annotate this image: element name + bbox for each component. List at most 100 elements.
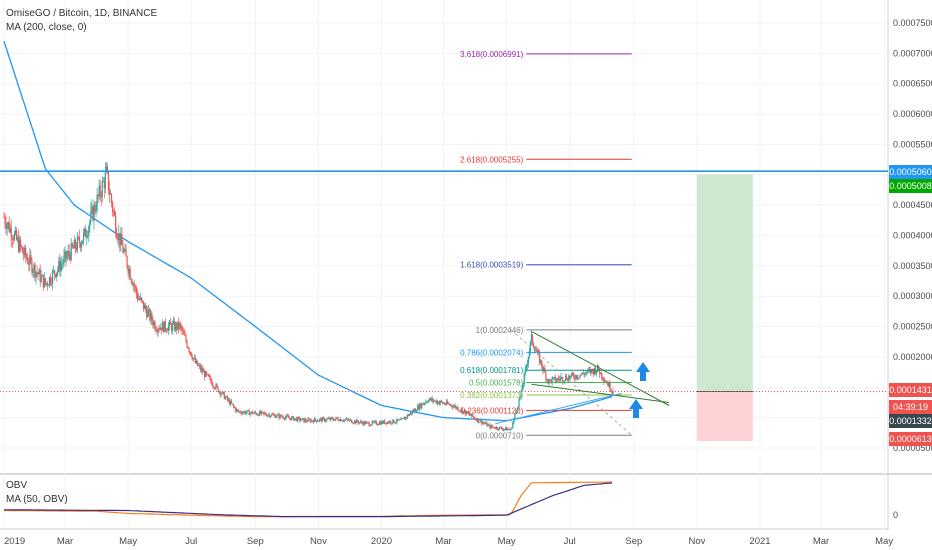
candle-body — [446, 401, 448, 405]
candle-body — [442, 403, 445, 404]
candle-body — [554, 376, 556, 382]
candle-body — [314, 418, 316, 421]
candle-body — [536, 350, 538, 352]
candle-body — [373, 421, 375, 423]
candle-body — [249, 412, 251, 415]
candle-body — [101, 181, 103, 198]
candle-body — [563, 380, 566, 382]
candle-body — [427, 401, 429, 403]
candle-body — [198, 365, 201, 367]
candle-body — [135, 287, 137, 294]
candle-body — [62, 262, 64, 264]
candle-body — [26, 256, 28, 259]
candle-body — [525, 366, 527, 369]
candle-body — [84, 228, 86, 233]
candle-body — [206, 371, 208, 375]
candle-body — [273, 414, 275, 416]
candle-body — [300, 420, 302, 421]
candle-body — [9, 227, 11, 232]
candle-body — [52, 271, 54, 284]
candle-body — [266, 414, 268, 417]
candle-body — [509, 429, 511, 431]
candle-body — [423, 403, 425, 405]
candle-body — [140, 297, 143, 301]
candle-body — [209, 376, 211, 378]
candle-body — [159, 327, 161, 330]
candle-body — [246, 410, 248, 413]
candle-body — [582, 372, 584, 374]
candle-body — [20, 246, 23, 248]
candle-body — [508, 429, 510, 430]
candle-body — [31, 260, 33, 273]
price-badge — [889, 179, 932, 193]
candle-body — [170, 324, 173, 331]
candle-body — [29, 255, 31, 265]
candle-body — [17, 237, 20, 252]
channel-upper — [531, 330, 670, 406]
candle-body — [332, 418, 334, 420]
candle-body — [321, 417, 324, 422]
fib-level-label: 0.618(0.0001781) — [460, 366, 524, 375]
candle-body — [595, 371, 598, 374]
candle-body — [482, 422, 484, 424]
candle-body — [207, 374, 209, 376]
fib-level-label: 1(0.0002446) — [476, 326, 524, 335]
candle-body — [378, 422, 381, 425]
candle-body — [602, 377, 604, 380]
candle-body — [12, 239, 14, 241]
candle-body — [462, 410, 464, 414]
candle-body — [368, 422, 370, 426]
candle-body — [471, 413, 474, 417]
candle-body — [510, 428, 512, 430]
candle-body — [182, 330, 184, 332]
price-badge-label: 0.0001431 — [889, 385, 932, 395]
up-arrow-icon — [629, 399, 643, 418]
candle-body — [192, 358, 194, 360]
candle-body — [90, 210, 92, 222]
candles — [3, 162, 614, 432]
candle-body — [15, 229, 18, 240]
candle-body — [223, 392, 225, 399]
candle-body — [68, 251, 70, 255]
obv-ma-label: MA (50, OBV) — [6, 494, 68, 505]
candle-body — [407, 414, 409, 416]
candle-body — [500, 427, 503, 429]
candle-body — [75, 248, 77, 250]
candle-body — [330, 417, 332, 420]
candle-body — [518, 399, 520, 407]
candle-body — [355, 420, 357, 424]
candle-body — [532, 343, 535, 348]
candle-body — [55, 274, 57, 278]
candle-body — [561, 377, 564, 382]
candle-body — [437, 401, 439, 404]
candle-body — [541, 360, 543, 367]
candle-body — [537, 350, 539, 352]
candle-body — [132, 284, 134, 286]
time-axis[interactable]: 2019 Mar May Jul Sep Nov 2020 Mar May Jul Sep Nov 20… — [4, 536, 893, 547]
price-badge — [889, 383, 932, 397]
price-badge — [889, 432, 932, 446]
candle-body — [39, 269, 41, 282]
candle-body — [184, 334, 186, 336]
candle-body — [41, 275, 43, 276]
candle-body — [455, 405, 457, 409]
candle-body — [377, 424, 379, 426]
price-tick-label: 0.0006000 — [893, 109, 932, 119]
candle-body — [371, 421, 373, 425]
candle-body — [451, 404, 453, 407]
candle-body — [291, 416, 294, 418]
candle-body — [341, 420, 343, 422]
candle-body — [399, 419, 401, 421]
candle-body — [382, 420, 385, 424]
candle-body — [8, 222, 10, 232]
time-tick-label: Sep — [247, 536, 264, 547]
candle-body — [574, 377, 576, 379]
candle-body — [81, 240, 84, 244]
candle-body — [148, 309, 150, 311]
candle-body — [497, 429, 499, 430]
candle-body — [254, 411, 256, 414]
candle-body — [430, 398, 432, 401]
candle-body — [230, 401, 233, 404]
candle-body — [210, 377, 212, 382]
